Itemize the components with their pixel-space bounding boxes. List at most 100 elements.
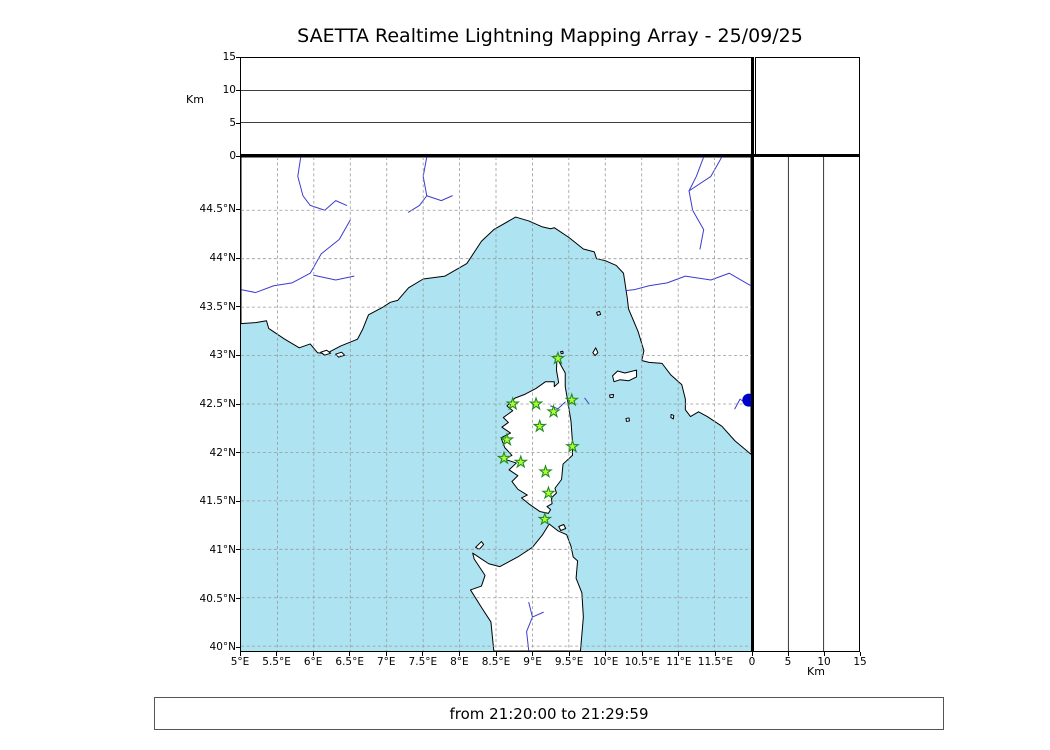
lat-tick-mark	[236, 452, 240, 454]
elba-island	[612, 369, 638, 383]
hyeres-islet-1	[320, 349, 332, 356]
km-tick-mark-right	[751, 652, 753, 656]
montecristo-island	[625, 417, 630, 422]
km-axis-label-top: Km	[186, 93, 204, 106]
km-axis-label-right: Km	[807, 665, 825, 678]
lon-tick-label: 6°E	[303, 656, 323, 668]
km-tick-mark-right	[787, 652, 789, 656]
river	[426, 195, 453, 202]
lon-tick-mark	[239, 652, 241, 656]
lon-tick-mark	[385, 652, 387, 656]
time-range-box: from 21:20:00 to 21:29:59	[154, 697, 944, 730]
station-marker	[565, 438, 580, 453]
station-marker	[499, 432, 515, 447]
lon-tick-mark	[422, 652, 424, 656]
river	[625, 272, 751, 292]
chart-title: SAETTA Realtime Lightning Mapping Array …	[297, 25, 803, 47]
land-layer	[241, 157, 751, 651]
lightning-events-layer	[742, 393, 751, 407]
km-tick-label-right: 5	[784, 656, 792, 668]
km-tick-label-right: 10	[817, 656, 831, 668]
lon-tick-mark	[276, 652, 278, 656]
river	[241, 219, 351, 294]
lon-tick-label: 10°E	[593, 656, 619, 668]
capraia-island	[592, 347, 599, 357]
river	[526, 601, 533, 651]
lat-tick-label: 41.5°N	[199, 495, 236, 508]
mainland-coast	[241, 157, 751, 455]
lon-tick-label: 7.5°E	[408, 656, 438, 668]
station-marker	[550, 350, 566, 365]
km-tick-label-right: 0	[748, 656, 756, 668]
lon-tick-label: 9°E	[523, 656, 542, 668]
thick-horizontal-spine	[240, 154, 860, 157]
km-tick-mark-top	[236, 89, 240, 91]
km-tick-mark-top	[236, 122, 240, 124]
lon-tick-label: 10.5°E	[624, 656, 660, 668]
giglio-island	[670, 413, 675, 420]
river	[531, 611, 544, 618]
km-tick-mark-right	[823, 652, 825, 656]
lon-tick-label: 11.5°E	[697, 656, 734, 668]
km-tick-mark-top	[236, 155, 240, 157]
lat-tick-mark	[236, 257, 240, 259]
km-tick-label-top: 5	[229, 117, 236, 129]
station-marker	[528, 396, 544, 411]
km-tick-label-top: 10	[222, 84, 236, 96]
lon-tick-mark	[458, 652, 460, 656]
maddalena-island	[558, 524, 567, 531]
lat-tick-label: 43.5°N	[199, 300, 236, 313]
lon-tick-mark	[678, 652, 680, 656]
km-tick-mark-right	[859, 652, 861, 656]
lightning-event-dot	[742, 393, 751, 407]
lat-tick-mark	[236, 208, 240, 210]
lon-tick-label: 6.5°E	[335, 656, 364, 668]
gorgona-island	[596, 310, 602, 316]
lon-tick-mark	[568, 652, 570, 656]
lon-tick-mark	[605, 652, 607, 656]
station-marker	[532, 418, 548, 433]
river	[313, 274, 355, 281]
river	[688, 157, 705, 250]
lat-tick-label: 43°N	[209, 349, 236, 362]
lat-tick-label: 44°N	[209, 252, 236, 265]
km-tick-mark-top	[236, 56, 240, 58]
km-tick-label-top: 0	[229, 150, 236, 162]
altitude-latitude-plot	[787, 157, 825, 651]
lat-tick-label: 40°N	[209, 641, 236, 654]
lon-tick-mark	[312, 652, 314, 656]
lat-tick-mark	[236, 354, 240, 356]
lat-tick-label: 44.5°N	[199, 203, 236, 216]
station-markers-layer	[496, 350, 580, 526]
lon-tick-label: 11°E	[666, 656, 692, 668]
pianosa-island	[609, 394, 615, 399]
lat-tick-mark	[236, 500, 240, 502]
altitude-longitude-panel	[240, 57, 752, 156]
lat-tick-mark	[236, 549, 240, 551]
altitude-latitude-panel	[752, 156, 860, 652]
station-marker	[513, 454, 529, 469]
altitude-longitude-plot	[241, 89, 751, 124]
map-plot	[241, 157, 751, 651]
lon-tick-label: 5°E	[230, 656, 250, 668]
lon-tick-mark	[641, 652, 643, 656]
lon-tick-label: 8°E	[450, 656, 469, 668]
rivers-layer	[241, 157, 751, 651]
corsica-island	[500, 354, 573, 514]
lat-tick-label: 40.5°N	[199, 592, 236, 605]
time-range-text: from 21:20:00 to 21:29:59	[449, 704, 649, 723]
station-marker	[538, 464, 553, 479]
lon-tick-mark	[349, 652, 351, 656]
lat-tick-label: 41°N	[209, 543, 236, 556]
lat-tick-mark	[236, 598, 240, 599]
lat-tick-label: 42°N	[209, 446, 236, 459]
lat-tick-mark	[236, 306, 240, 308]
lon-tick-label: 7°E	[376, 656, 396, 668]
map-gridlines	[241, 157, 751, 651]
river	[584, 397, 590, 405]
map-panel	[240, 156, 752, 652]
giraglia-islet	[560, 350, 564, 355]
station-marker	[546, 404, 561, 418]
station-marker	[541, 485, 556, 500]
lon-tick-mark	[495, 652, 497, 656]
